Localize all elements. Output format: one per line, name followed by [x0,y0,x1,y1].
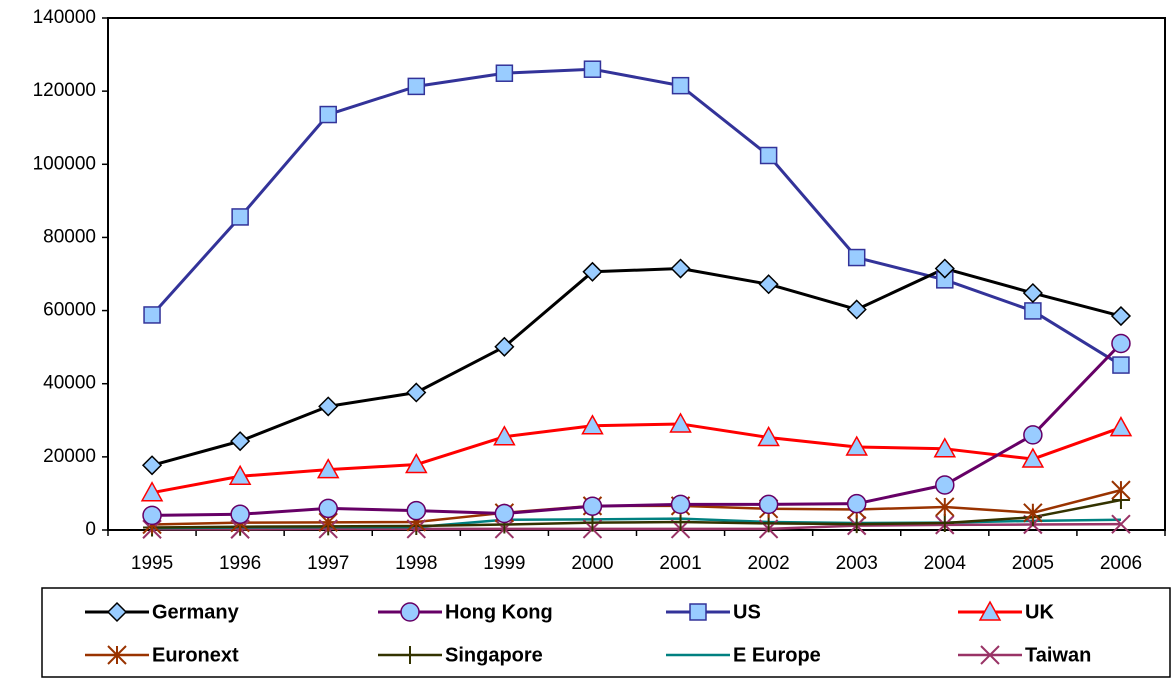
x-tick-label: 2005 [1012,553,1054,574]
data-point [759,146,778,165]
x-tick-label: 2003 [836,553,878,574]
legend-marker [689,603,707,621]
legend-label: Germany [152,601,240,623]
legend-marker [401,646,419,664]
data-point [230,504,250,525]
data-point [671,76,690,95]
data-point [670,494,691,515]
data-point [142,505,162,526]
data-point [1109,416,1133,437]
data-point [316,458,340,479]
data-point [406,500,427,521]
y-tick-label: 40000 [43,373,96,394]
data-point [407,77,426,96]
data-point [495,64,514,82]
legend-label: US [733,601,761,623]
legend-marker [400,602,420,622]
data-point [935,497,955,517]
series-line [152,522,1121,531]
data-point [1111,333,1131,354]
x-tick-label: 1995 [131,553,173,574]
data-point [757,425,780,447]
data-point [140,481,164,502]
data-point [143,306,161,324]
series-line [151,422,1122,495]
data-point [318,396,339,417]
data-point [758,274,779,295]
x-tick-label: 2004 [924,553,967,574]
legend-label: Taiwan [1025,644,1091,666]
data-point [935,514,954,533]
y-tick-label: 140000 [33,7,96,28]
data-point [933,437,957,458]
legend-label: Hong Kong [445,601,553,623]
data-point [582,496,603,516]
series-line [150,67,1122,367]
x-tick-label: 2006 [1100,553,1142,574]
data-point [230,431,251,452]
data-point [1110,305,1132,327]
data-point [581,414,604,435]
data-point [935,475,955,495]
series-line [152,498,1122,529]
data-point [406,382,427,403]
legend-marker [978,600,1002,621]
y-tick-label: 100000 [33,153,96,174]
legend-label: Euronext [152,644,239,666]
series-line [152,342,1123,517]
data-point [1023,503,1043,523]
data-point [846,493,867,514]
data-point [847,248,866,267]
data-point [1023,425,1043,445]
x-tick-label: 1996 [219,553,261,574]
legend-label: Singapore [445,644,543,666]
data-point [1024,302,1042,320]
data-point [1021,447,1045,468]
data-point [583,513,602,532]
data-point [583,60,602,78]
data-point [493,425,516,446]
data-point [318,498,338,519]
y-tick-label: 20000 [43,446,96,467]
data-point [228,464,252,485]
data-point [319,105,337,124]
data-point [669,412,692,433]
data-point [494,503,515,524]
x-tick-label: 2001 [659,553,701,574]
data-point [670,258,691,279]
x-tick-label: 2000 [571,553,613,574]
data-point [934,258,955,279]
legend-marker [106,601,128,623]
y-tick-label: 80000 [43,226,96,247]
legend-marker [980,645,1000,665]
y-tick-label: 60000 [43,300,96,321]
data-point [494,336,515,357]
series-line [151,267,1122,467]
data-point [1112,356,1130,374]
data-point [758,494,779,515]
data-point [1111,514,1131,534]
x-tick-label: 1998 [395,553,437,574]
y-tick-label: 0 [85,519,96,540]
data-point [846,299,867,320]
legend-marker [107,645,127,665]
data-point [671,512,690,531]
x-tick-label: 2002 [747,553,789,574]
legend-label: UK [1025,601,1054,623]
data-point [141,455,163,476]
data-point [582,261,603,282]
plot-area [107,17,1166,531]
data-point [1022,282,1043,304]
data-point [231,208,249,226]
data-point [405,452,428,474]
data-point [845,435,868,456]
data-point [1111,480,1131,500]
legend-label: E Europe [733,644,821,666]
y-tick-label: 120000 [33,80,96,101]
x-tick-label: 1999 [483,553,525,574]
x-tick-label: 1997 [307,553,349,574]
